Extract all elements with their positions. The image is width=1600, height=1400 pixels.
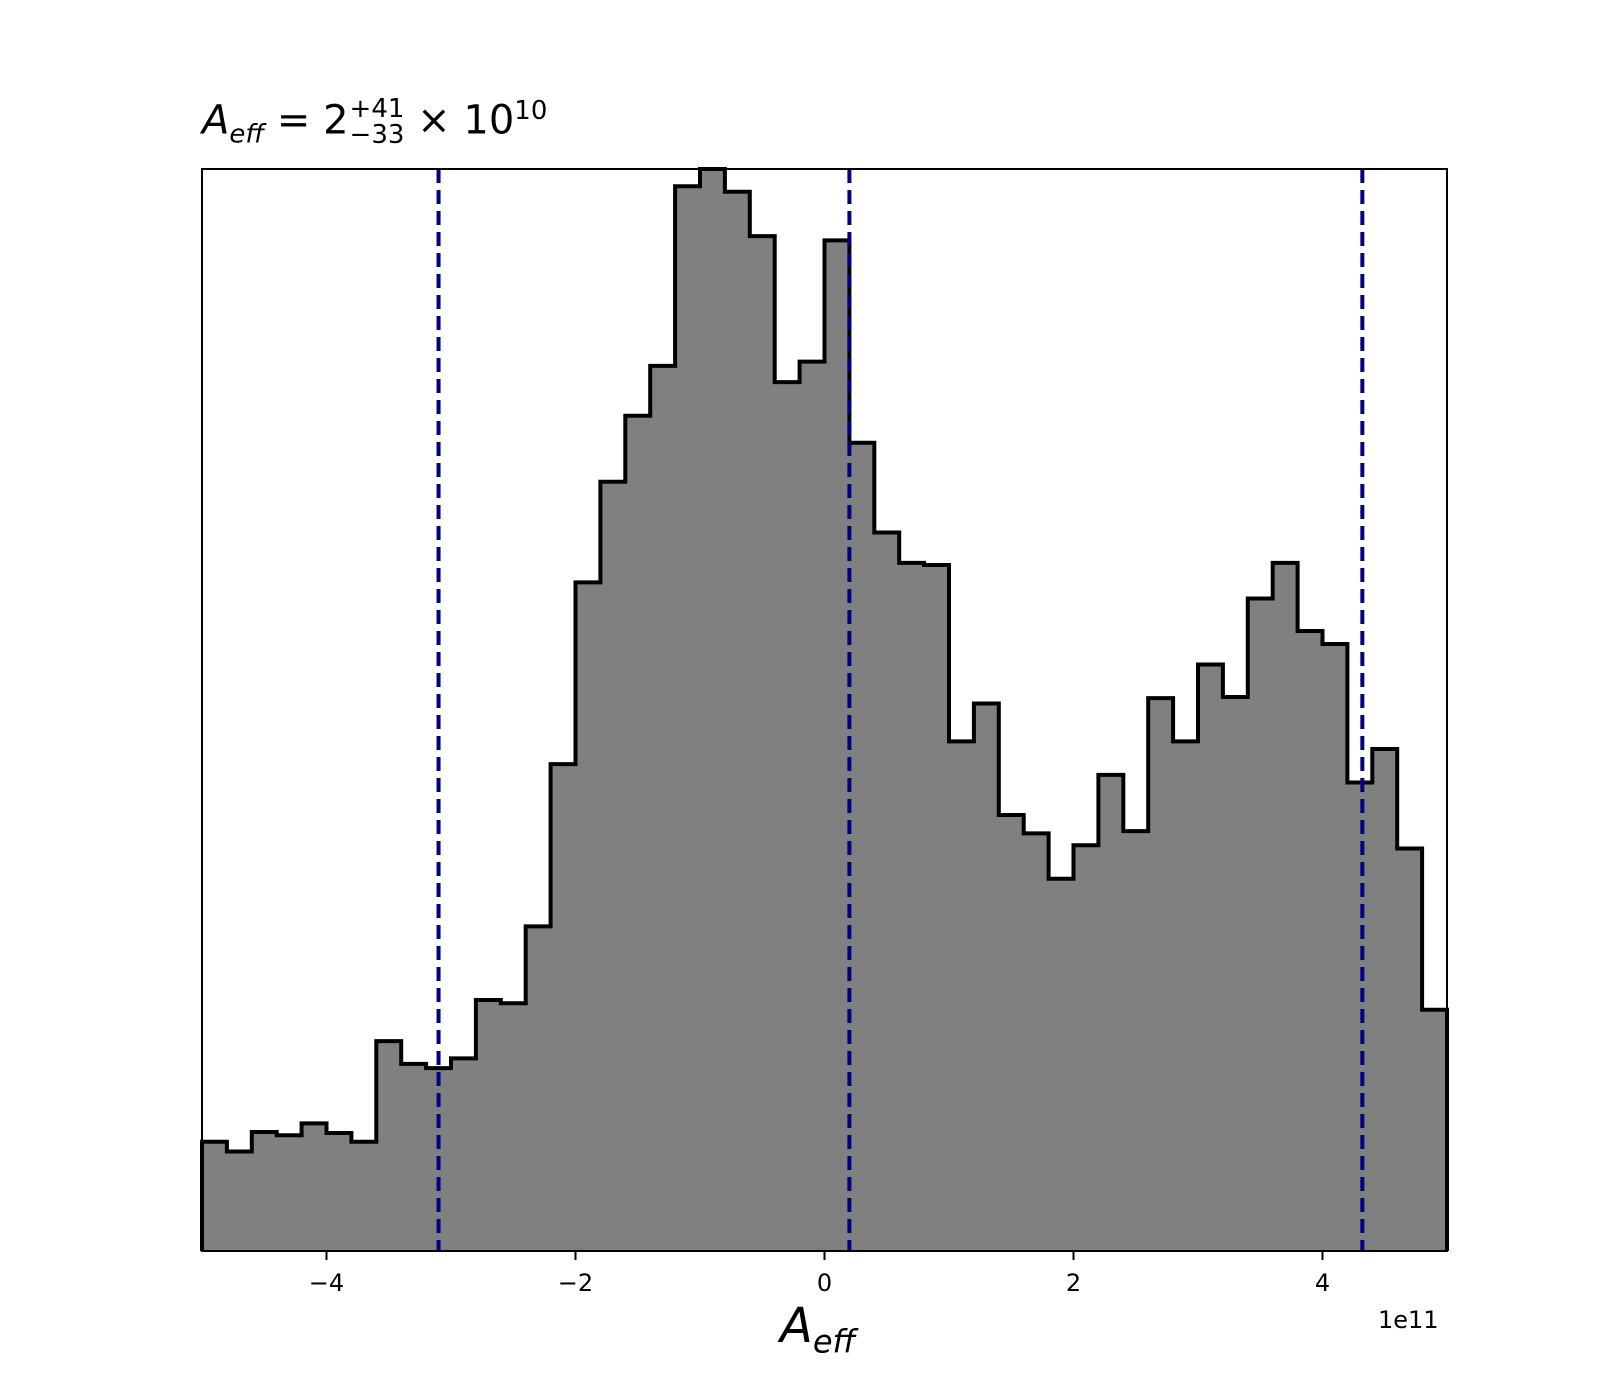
histogram-bar xyxy=(973,703,1000,1251)
histogram-bar xyxy=(899,562,925,1251)
histogram-bar xyxy=(1123,831,1149,1251)
histogram-bar xyxy=(376,1041,402,1251)
histogram-bar xyxy=(525,926,552,1251)
histogram-bar xyxy=(675,186,701,1251)
histogram-bar xyxy=(799,361,825,1251)
histogram-bar xyxy=(1322,643,1348,1251)
x-tick-label: 2 xyxy=(1066,1269,1081,1297)
histogram-bar xyxy=(1297,631,1323,1251)
chart-title: Aeff = 2 +41 −33 × 1010 xyxy=(202,96,547,149)
x-tick-label: 0 xyxy=(817,1269,832,1297)
histogram-bar xyxy=(625,415,651,1251)
histogram-bar xyxy=(401,1063,427,1251)
histogram-bars xyxy=(202,169,1448,1252)
histogram-bar xyxy=(1073,845,1099,1251)
histogram-bar xyxy=(550,764,576,1251)
histogram-bar xyxy=(226,1151,253,1251)
xlabel-subscript: eff xyxy=(812,1322,856,1361)
histogram-bar xyxy=(1247,598,1274,1251)
histogram-bar xyxy=(749,236,776,1252)
histogram-bar xyxy=(326,1133,352,1251)
histogram-bar xyxy=(1023,833,1050,1251)
histogram-bar xyxy=(774,382,801,1251)
title-times: × 10 xyxy=(417,97,515,144)
histogram-bar xyxy=(1173,741,1199,1251)
histogram-bar xyxy=(500,1003,527,1251)
histogram-bar xyxy=(1272,562,1299,1251)
histogram-bar xyxy=(301,1123,327,1251)
histogram-bar xyxy=(351,1141,377,1251)
x-axis-offset-label: 1e11 xyxy=(1378,1306,1439,1334)
histogram-bar xyxy=(949,741,975,1251)
histogram-bar xyxy=(924,565,950,1251)
histogram-bar xyxy=(475,999,502,1251)
histogram-bar xyxy=(600,481,626,1251)
histogram-bar xyxy=(650,365,676,1251)
x-tick-label: −4 xyxy=(309,1269,344,1297)
histogram-bar xyxy=(1048,878,1074,1251)
histogram-bar xyxy=(575,582,601,1251)
histogram-bar xyxy=(1397,848,1423,1251)
histogram-bar xyxy=(251,1131,278,1251)
histogram-bar xyxy=(1098,774,1124,1251)
xlabel-symbol: A xyxy=(780,1298,813,1354)
title-lower-error: −33 xyxy=(349,120,405,151)
histogram-bar xyxy=(700,169,726,1251)
title-symbol: A xyxy=(202,97,230,144)
histogram-outline xyxy=(200,167,1449,1251)
histogram-bar xyxy=(849,442,875,1252)
histogram-bar xyxy=(824,240,850,1252)
x-tick-label: −2 xyxy=(558,1269,593,1297)
histogram-bar xyxy=(1372,748,1398,1251)
title-subscript: eff xyxy=(229,119,265,150)
histogram-bar xyxy=(998,814,1025,1251)
x-axis-ticks: −4 −2 0 2 4 xyxy=(309,1251,1330,1297)
histogram-bar xyxy=(276,1135,303,1251)
histogram-bar xyxy=(874,532,900,1251)
histogram-bar xyxy=(724,191,751,1251)
histogram-bar xyxy=(451,1058,477,1251)
title-exponent: 10 xyxy=(514,96,548,126)
histogram-bar xyxy=(1347,782,1373,1251)
title-upper-error: +41 xyxy=(349,94,405,125)
quantile-lines xyxy=(436,169,1365,1251)
histogram-bar xyxy=(1422,1009,1448,1251)
histogram-bar xyxy=(1198,664,1224,1251)
title-equals: = 2 xyxy=(276,97,349,144)
x-tick-label: 4 xyxy=(1315,1269,1330,1297)
x-axis-label: Aeff xyxy=(780,1298,856,1361)
histogram-bar xyxy=(1222,697,1249,1251)
histogram-bar xyxy=(1148,698,1174,1251)
histogram-bar xyxy=(202,1141,228,1251)
